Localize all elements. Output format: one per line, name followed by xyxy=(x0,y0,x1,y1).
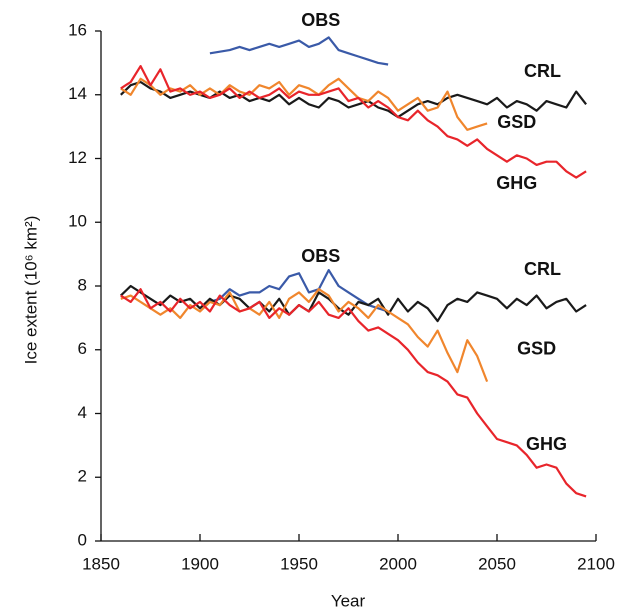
y-axis-label: Ice extent (10⁶ km²) xyxy=(21,216,40,365)
x-tick-label: 1900 xyxy=(181,554,219,573)
series-line xyxy=(120,288,489,382)
y-tick-label: 14 xyxy=(68,84,87,103)
series-label: GSD xyxy=(517,339,556,359)
y-tick-label: 16 xyxy=(68,20,87,39)
y-tick-label: 4 xyxy=(78,403,87,422)
series-line xyxy=(120,288,587,498)
x-tick-label: 1950 xyxy=(280,554,318,573)
x-axis-label: Year xyxy=(331,591,366,610)
series-label: OBS xyxy=(301,246,340,266)
series-label: GHG xyxy=(526,434,567,454)
series-line xyxy=(209,36,389,66)
x-tick-label: 1850 xyxy=(82,554,120,573)
y-tick-label: 0 xyxy=(78,530,87,549)
y-tick-label: 6 xyxy=(78,339,87,358)
x-tick-label: 2100 xyxy=(577,554,615,573)
series-label: CRL xyxy=(524,61,561,81)
y-tick-label: 12 xyxy=(68,148,87,167)
y-tick-label: 2 xyxy=(78,467,87,486)
series-line xyxy=(120,284,587,323)
x-tick-label: 2000 xyxy=(379,554,417,573)
series-label: CRL xyxy=(524,259,561,279)
series-label: OBS xyxy=(301,10,340,30)
y-tick-label: 10 xyxy=(68,212,87,231)
series-line xyxy=(209,269,389,313)
y-tick-label: 8 xyxy=(78,275,87,294)
series-line xyxy=(120,64,587,179)
x-tick-label: 2050 xyxy=(478,554,516,573)
series-label: GSD xyxy=(497,112,536,132)
series-label: GHG xyxy=(496,173,537,193)
